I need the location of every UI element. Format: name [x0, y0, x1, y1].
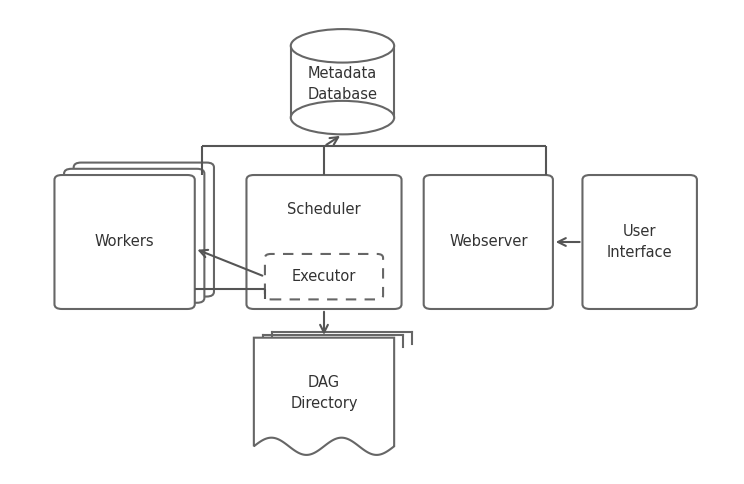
Text: Scheduler: Scheduler [287, 202, 361, 217]
Text: Workers: Workers [94, 235, 155, 249]
FancyBboxPatch shape [64, 169, 205, 303]
Text: User
Interface: User Interface [607, 224, 673, 260]
FancyBboxPatch shape [246, 175, 402, 309]
FancyBboxPatch shape [265, 254, 383, 300]
Ellipse shape [291, 101, 394, 135]
Text: Metadata
Database: Metadata Database [307, 66, 377, 102]
PathPatch shape [254, 338, 394, 455]
FancyBboxPatch shape [74, 163, 214, 297]
FancyBboxPatch shape [423, 175, 553, 309]
Text: DAG
Directory: DAG Directory [290, 375, 358, 410]
FancyBboxPatch shape [291, 46, 394, 118]
FancyBboxPatch shape [54, 175, 195, 309]
Ellipse shape [291, 29, 394, 62]
FancyBboxPatch shape [583, 175, 697, 309]
Text: Webserver: Webserver [449, 235, 527, 249]
Text: Executor: Executor [292, 269, 356, 284]
